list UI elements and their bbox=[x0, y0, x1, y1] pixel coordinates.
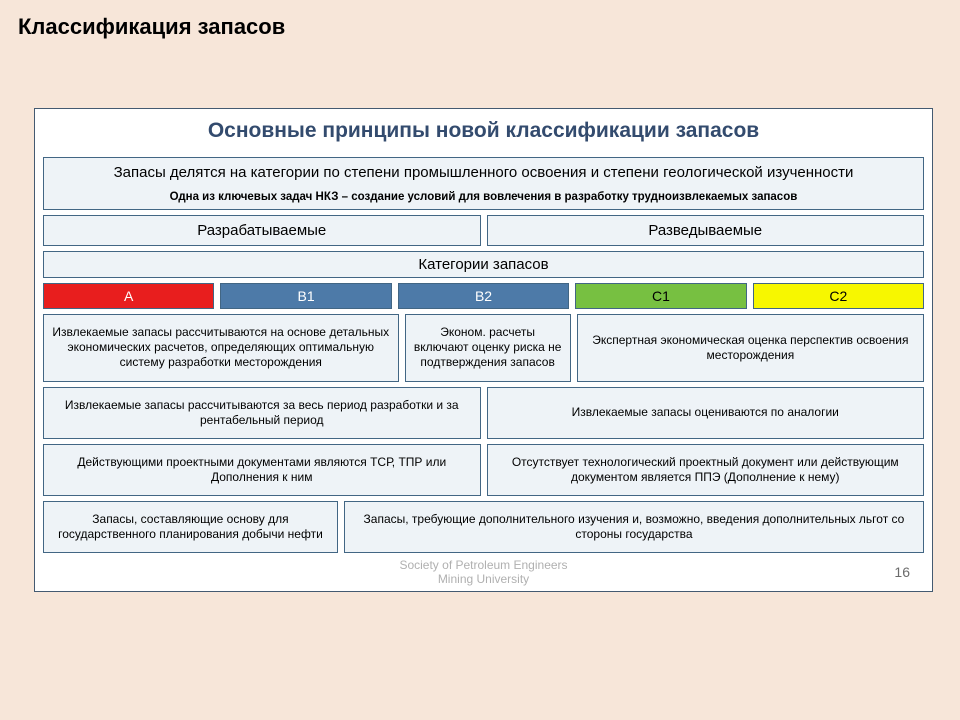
desc-row-2: Извлекаемые запасы рассчитываются за вес… bbox=[35, 387, 932, 439]
categories-row: AB1 B2C1 C2 bbox=[35, 283, 932, 309]
group-left: Разрабатываемые bbox=[43, 215, 481, 246]
desc3-right: Отсутствует технологический проектный до… bbox=[487, 444, 925, 496]
desc4-b1: Запасы, составляющие основу для государс… bbox=[43, 501, 338, 553]
desc4-b2: Запасы, требующие дополнительного изучен… bbox=[344, 501, 924, 553]
footer-org: Society of Petroleum Engineers Mining Un… bbox=[117, 558, 850, 587]
category-C1: C1 bbox=[575, 283, 746, 309]
group-right: Разведываемые bbox=[487, 215, 925, 246]
category-C2: C2 bbox=[753, 283, 924, 309]
footer-org-line2: Mining University bbox=[438, 572, 529, 586]
main-panel: Основные принципы новой классификации за… bbox=[34, 108, 933, 592]
panel-title: Основные принципы новой классификации за… bbox=[35, 109, 932, 157]
desc3-left: Действующими проектными документами явля… bbox=[43, 444, 481, 496]
desc2-left: Извлекаемые запасы рассчитываются за вес… bbox=[43, 387, 481, 439]
footer: Society of Petroleum Engineers Mining Un… bbox=[35, 556, 932, 591]
intro-main-text: Запасы делятся на категории по степени п… bbox=[114, 164, 854, 183]
desc1-c2: Эконом. расчеты включают оценку риска не… bbox=[405, 314, 571, 382]
intro-box: Запасы делятся на категории по степени п… bbox=[43, 157, 924, 210]
desc1-c3: Экспертная экономическая оценка перспект… bbox=[577, 314, 924, 382]
categories-header: Категории запасов bbox=[43, 251, 924, 278]
intro-sub-text: Одна из ключевых задач НКЗ – создание ус… bbox=[170, 191, 798, 203]
intro-row: Запасы делятся на категории по степени п… bbox=[35, 157, 932, 210]
page-title: Классификация запасов bbox=[0, 0, 960, 46]
category-B1: B1 bbox=[220, 283, 391, 309]
desc1-c1: Извлекаемые запасы рассчитываются на осн… bbox=[43, 314, 399, 382]
category-B2: B2 bbox=[398, 283, 569, 309]
desc-row-1: Извлекаемые запасы рассчитываются на осн… bbox=[35, 314, 932, 382]
cat-header-row: Категории запасов bbox=[35, 251, 932, 278]
desc2-right: Извлекаемые запасы оцениваются по аналог… bbox=[487, 387, 925, 439]
desc-row-3: Действующими проектными документами явля… bbox=[35, 444, 932, 496]
desc-row-4: Запасы, составляющие основу для государс… bbox=[35, 501, 932, 553]
groups-row: Разрабатываемые Разведываемые bbox=[35, 215, 932, 246]
category-A: A bbox=[43, 283, 214, 309]
page-number: 16 bbox=[850, 564, 910, 580]
footer-org-line1: Society of Petroleum Engineers bbox=[399, 558, 567, 572]
